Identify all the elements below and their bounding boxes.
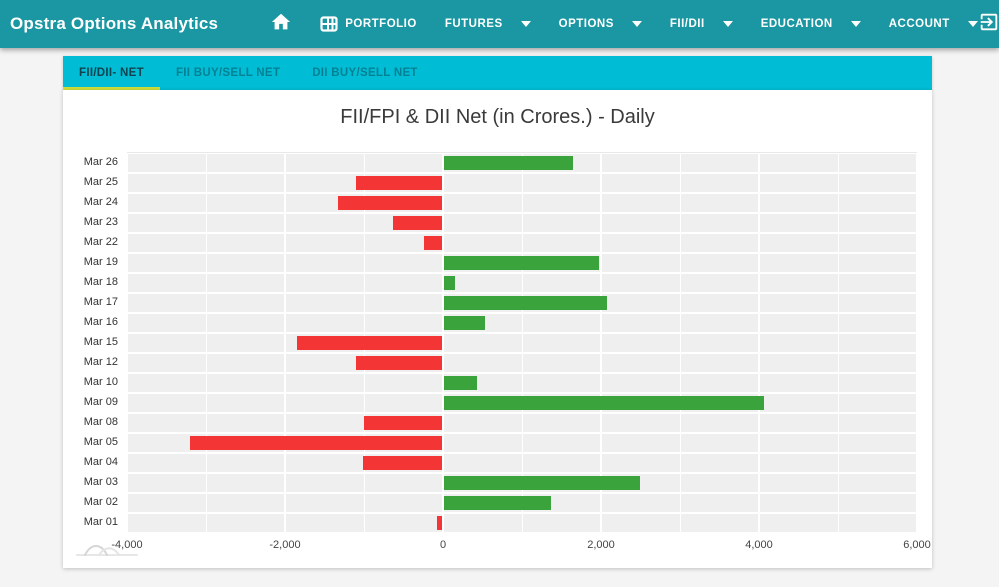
- tab-fii-buy-sell-net[interactable]: FII BUY/SELL NET: [175, 67, 281, 79]
- chart-bar-mar-01[interactable]: [436, 516, 443, 530]
- zero-gridline: [442, 153, 444, 532]
- tab-fii-dii-net[interactable]: FII/DII- NET: [63, 56, 160, 90]
- logout-button[interactable]: [978, 11, 999, 38]
- chart-bar-mar-22[interactable]: [424, 236, 443, 250]
- gridline: [758, 153, 760, 532]
- chart-bar-mar-05[interactable]: [190, 436, 443, 450]
- chart-bar-mar-26[interactable]: [443, 156, 574, 170]
- y-axis-label: Mar 01: [83, 516, 118, 528]
- chart-card: FII/FPI & DII Net (in Crores.) - Daily M…: [63, 90, 932, 568]
- nav-item-futures[interactable]: FUTURES: [445, 18, 531, 30]
- nav-item-label: PORTFOLIO: [345, 18, 417, 30]
- y-axis-label: Mar 12: [83, 356, 118, 368]
- y-axis-label: Mar 23: [83, 216, 118, 228]
- chevron-down-icon: [850, 21, 861, 27]
- y-axis-label: Mar 10: [83, 376, 118, 388]
- gridline: [680, 153, 681, 532]
- chart-bar-mar-18[interactable]: [443, 276, 455, 290]
- home-button[interactable]: [270, 11, 292, 38]
- y-axis-label: Mar 02: [83, 496, 118, 508]
- chart-bar-mar-12[interactable]: [356, 356, 443, 370]
- home-icon: [270, 11, 292, 38]
- chart-bar-mar-03[interactable]: [443, 476, 640, 490]
- chart-title: FII/FPI & DII Net (in Crores.) - Daily: [340, 106, 655, 128]
- gridline: [126, 153, 128, 532]
- nav-item-label: FUTURES: [444, 18, 503, 30]
- chart-bar-mar-19[interactable]: [443, 256, 600, 270]
- gridline: [522, 153, 523, 532]
- y-axis-label: Mar 17: [83, 296, 118, 308]
- y-axis-label: Mar 24: [83, 196, 118, 208]
- chart-bar-mar-25[interactable]: [356, 176, 443, 190]
- y-axis-labels: Mar 26 Mar 25 Mar 24 Mar 23 Mar 22 Mar 19 Mar …: [63, 152, 127, 532]
- nav-item-label: EDUCATION: [760, 18, 833, 30]
- x-axis-tick: 6,000: [903, 539, 931, 551]
- nav-item-portfolio[interactable]: PORTFOLIO: [320, 15, 417, 33]
- chart-bar-mar-23[interactable]: [393, 216, 443, 230]
- nav-item-label: OPTIONS: [558, 18, 614, 30]
- x-axis-tick: -4,000: [111, 539, 143, 551]
- y-axis-label: Mar 22: [83, 236, 118, 248]
- gridline: [916, 153, 918, 532]
- chart-bar-mar-24[interactable]: [337, 196, 443, 210]
- x-axis-tick: 0: [439, 539, 447, 551]
- y-axis-label: Mar 18: [83, 276, 118, 288]
- chart-bar-mar-08[interactable]: [364, 416, 443, 430]
- chart-watermark-icon: [75, 542, 175, 563]
- chart-bar-mar-16[interactable]: [443, 316, 486, 330]
- chart-bar-mar-10[interactable]: [443, 376, 477, 390]
- chart-bar-mar-02[interactable]: [443, 496, 552, 510]
- nav-item-education[interactable]: EDUCATION: [761, 18, 861, 30]
- chart-bar-mar-09[interactable]: [443, 396, 764, 410]
- y-axis-label: Mar 16: [83, 316, 118, 328]
- chart-tabbar: FII/DII- NET FII BUY/SELL NET DII BUY/SE…: [63, 56, 932, 90]
- y-axis-label: Mar 08: [83, 416, 118, 428]
- nav-item-options[interactable]: OPTIONS: [559, 18, 642, 30]
- gridline: [284, 153, 286, 532]
- y-axis-label: Mar 25: [83, 176, 118, 188]
- nav-item-account[interactable]: ACCOUNT: [889, 18, 978, 30]
- y-axis-label: Mar 03: [83, 476, 118, 488]
- chart-bar-mar-17[interactable]: [443, 296, 607, 310]
- chart-bar-mar-04[interactable]: [363, 456, 443, 470]
- x-axis-tick: 2,000: [587, 539, 615, 551]
- y-axis-label: Mar 15: [83, 336, 118, 348]
- logout-icon: [978, 11, 999, 38]
- y-axis-label: Mar 09: [83, 396, 118, 408]
- y-axis-label: Mar 19: [83, 256, 118, 268]
- gridline: [600, 153, 602, 532]
- top-navbar: Opstra Options Analytics PORTFOLIO FUTUR…: [0, 0, 999, 48]
- nav-item-label: FII/DII: [669, 18, 705, 30]
- brand-title[interactable]: Opstra Options Analytics: [10, 14, 219, 33]
- chevron-down-icon: [967, 21, 978, 27]
- gridline: [206, 153, 207, 532]
- nav-menu: PORTFOLIO FUTURES OPTIONS FII/DII EDUCAT…: [270, 11, 978, 38]
- tab-dii-buy-sell-net[interactable]: DII BUY/SELL NET: [312, 67, 418, 79]
- chart-bar-mar-15[interactable]: [296, 336, 443, 350]
- x-axis-tick: 4,000: [745, 539, 773, 551]
- chevron-down-icon: [520, 21, 531, 27]
- y-axis-label: Mar 05: [83, 436, 118, 448]
- y-axis-label: Mar 04: [83, 456, 118, 468]
- gridline: [838, 153, 839, 532]
- x-axis-labels: -4,000 -2,000 0 2,000 4,000 6,000: [111, 535, 930, 557]
- y-axis-label: Mar 26: [83, 156, 118, 168]
- chevron-down-icon: [631, 21, 642, 27]
- x-axis-tick: -2,000: [269, 539, 301, 551]
- plot-canvas: [126, 152, 918, 532]
- nav-item-fiidii[interactable]: FII/DII: [670, 18, 733, 30]
- grid-icon: [320, 15, 338, 33]
- chevron-down-icon: [722, 21, 733, 27]
- nav-item-label: ACCOUNT: [888, 18, 950, 30]
- chart-plot-area: Mar 26 Mar 25 Mar 24 Mar 23 Mar 22 Mar 19 Mar …: [63, 152, 932, 532]
